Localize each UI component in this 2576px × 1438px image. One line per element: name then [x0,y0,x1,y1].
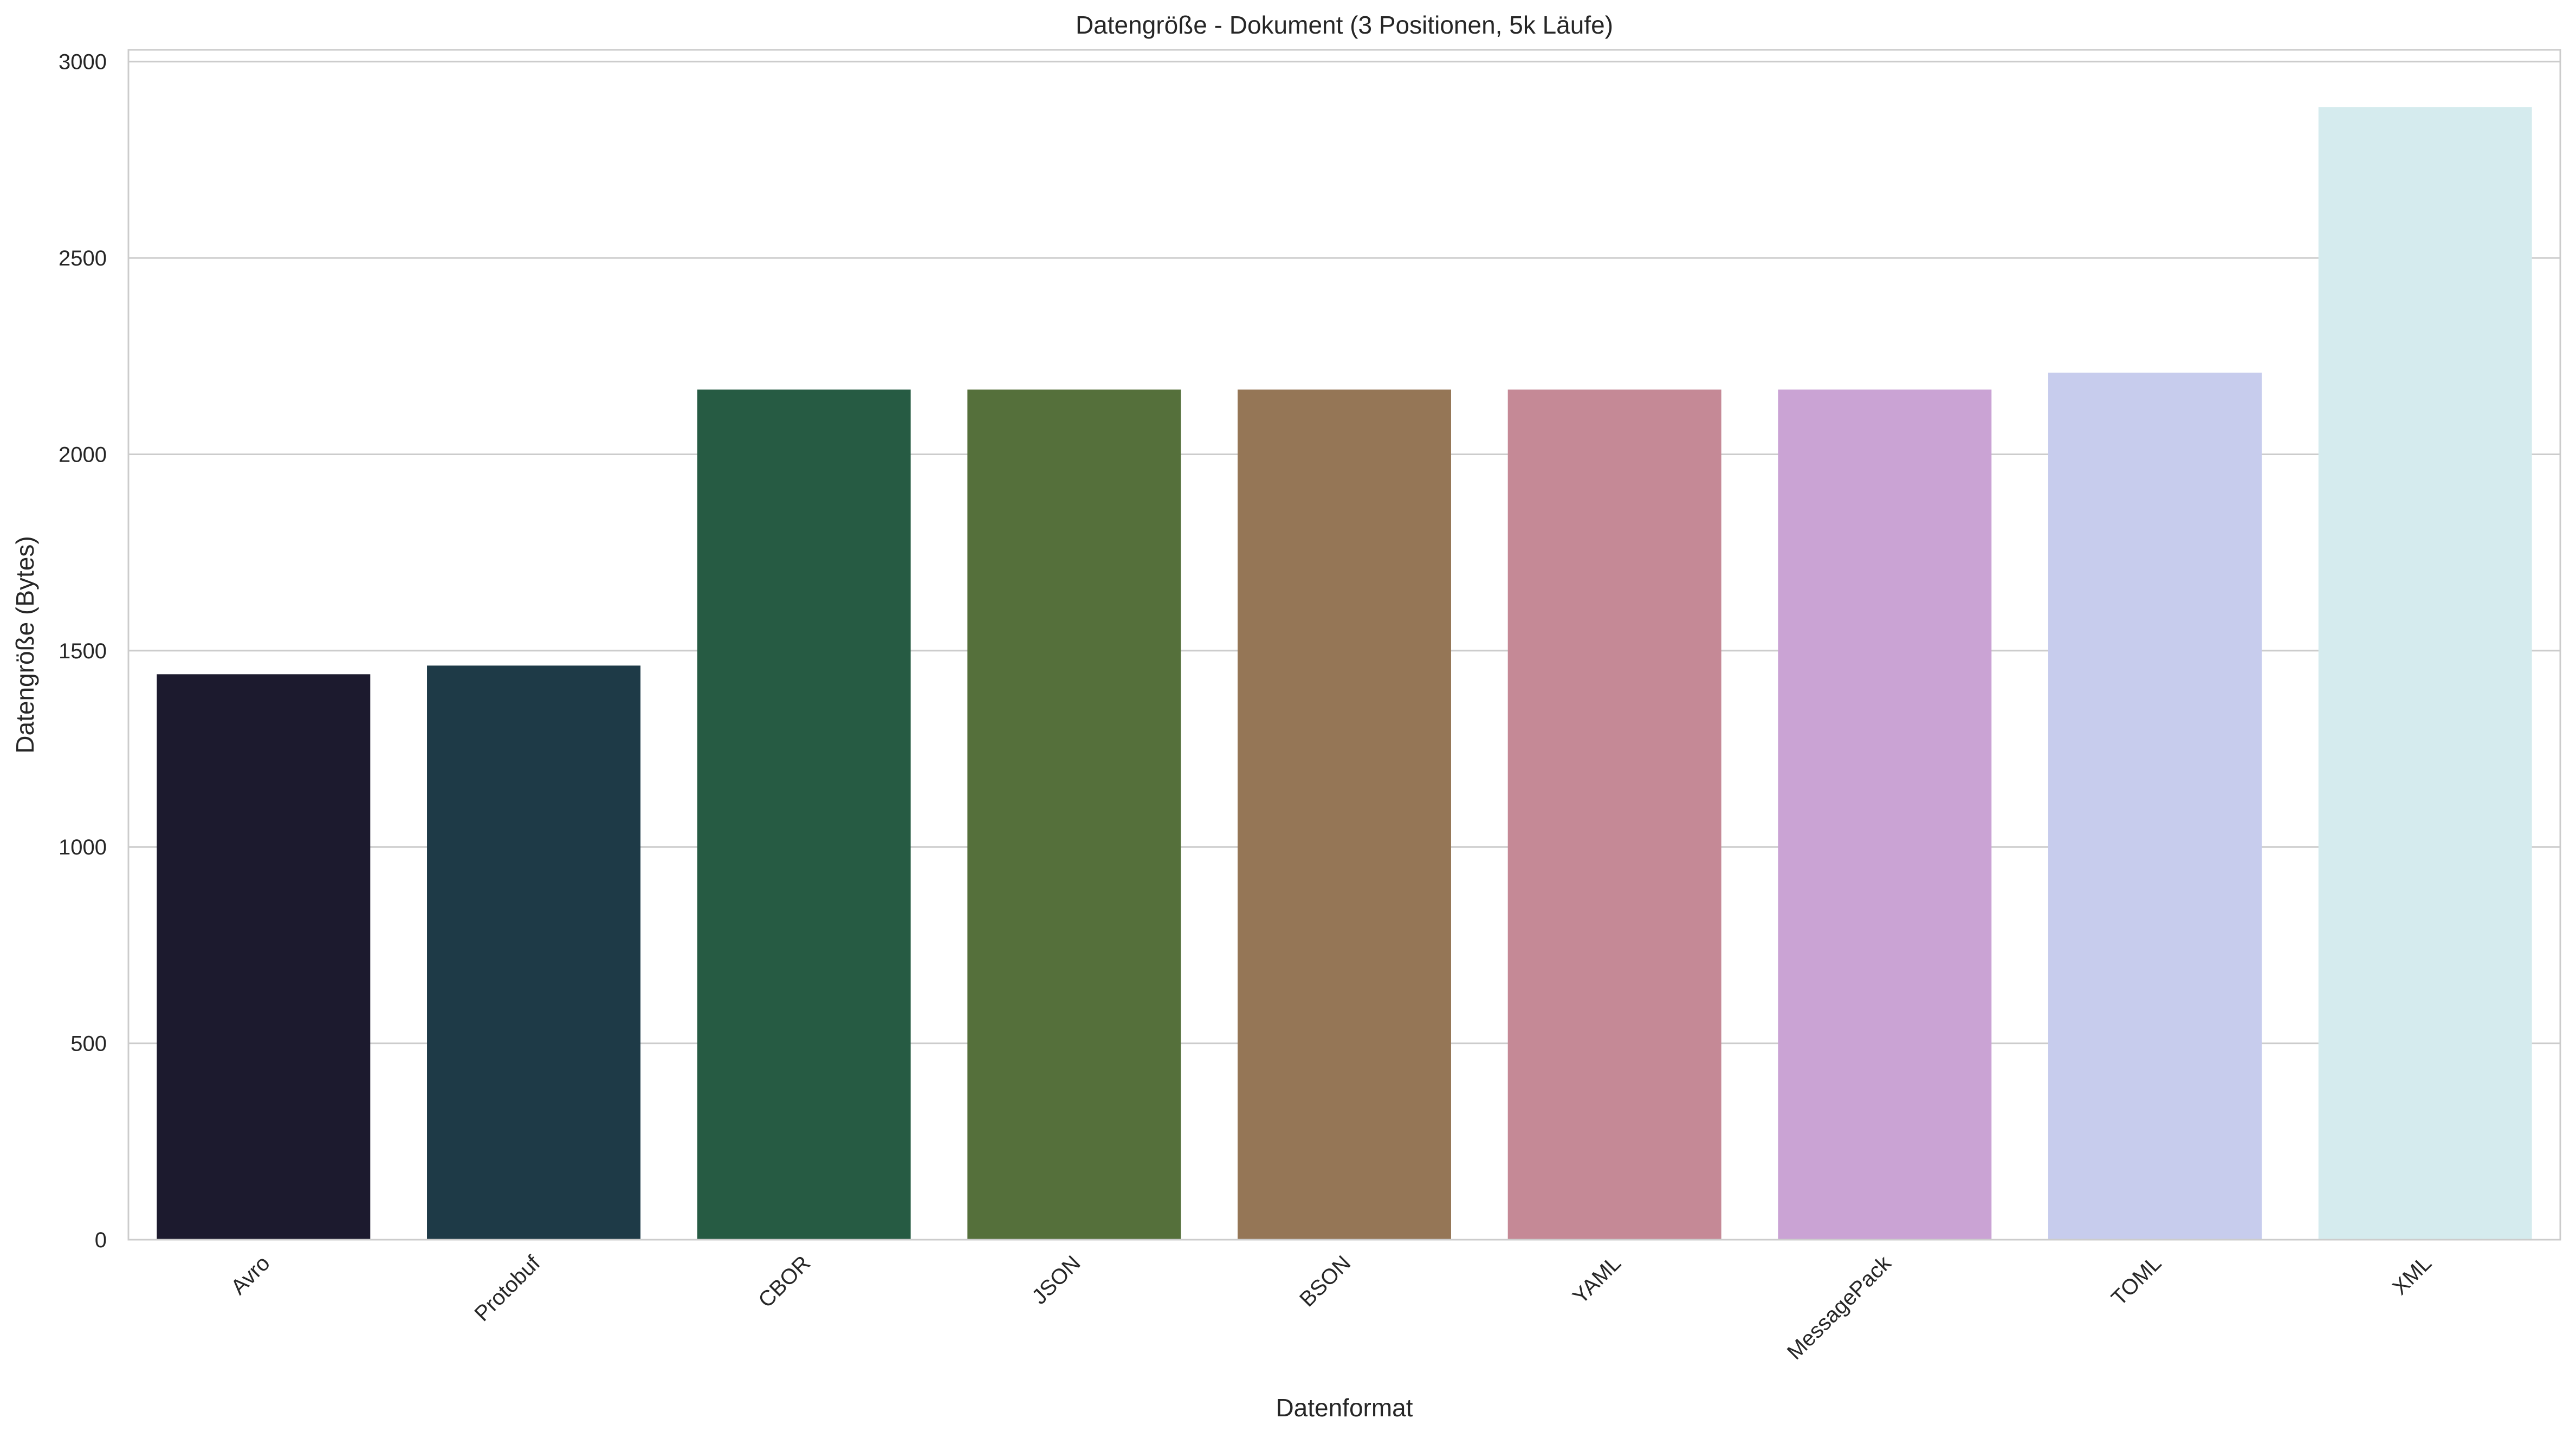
plot-frame [127,49,2561,1241]
y-tick-label: 3000 [59,50,107,74]
bar-messagepack [1778,389,1992,1240]
x-tick-labels: Avro Protobuf CBOR JSON BSON YAML MessagePack T… [226,1251,2436,1364]
x-tick-label: YAML [1568,1251,1626,1309]
x-tick-label: MessagePack [1783,1251,1896,1364]
y-tick-label: 1000 [59,835,107,859]
x-tick-label: CBOR [754,1251,815,1312]
bar-xml [2318,107,2532,1240]
bars [157,107,2532,1240]
x-tick-label: JSON [1027,1251,1085,1309]
chart-title: Datengröße - Dokument (3 Positionen, 5k … [1076,11,1613,39]
y-tick-labels: 0 500 1000 1500 2000 2500 3000 [59,50,107,1252]
x-tick-label: Protobuf [470,1251,545,1326]
y-tick-label: 2500 [59,247,107,270]
bar-yaml [1507,389,1721,1240]
bar-json [967,389,1181,1240]
x-tick-label: XML [2388,1251,2436,1299]
x-tick-label: Avro [226,1251,275,1299]
y-tick-label: 1500 [59,639,107,663]
x-tick-label: BSON [1295,1251,1355,1311]
y-tick-label: 500 [70,1032,107,1056]
x-axis-title: Datenformat [1276,1394,1413,1422]
bar-avro [157,674,371,1240]
y-tick-label: 0 [95,1228,107,1252]
y-axis-title: Datengröße (Bytes) [11,536,39,753]
bar-protobuf [427,665,640,1240]
x-tick-label: TOML [2107,1251,2166,1310]
bar-toml [2048,372,2262,1240]
bar-cbor [697,389,911,1240]
bar-bson [1238,389,1451,1240]
y-tick-label: 2000 [59,443,107,467]
